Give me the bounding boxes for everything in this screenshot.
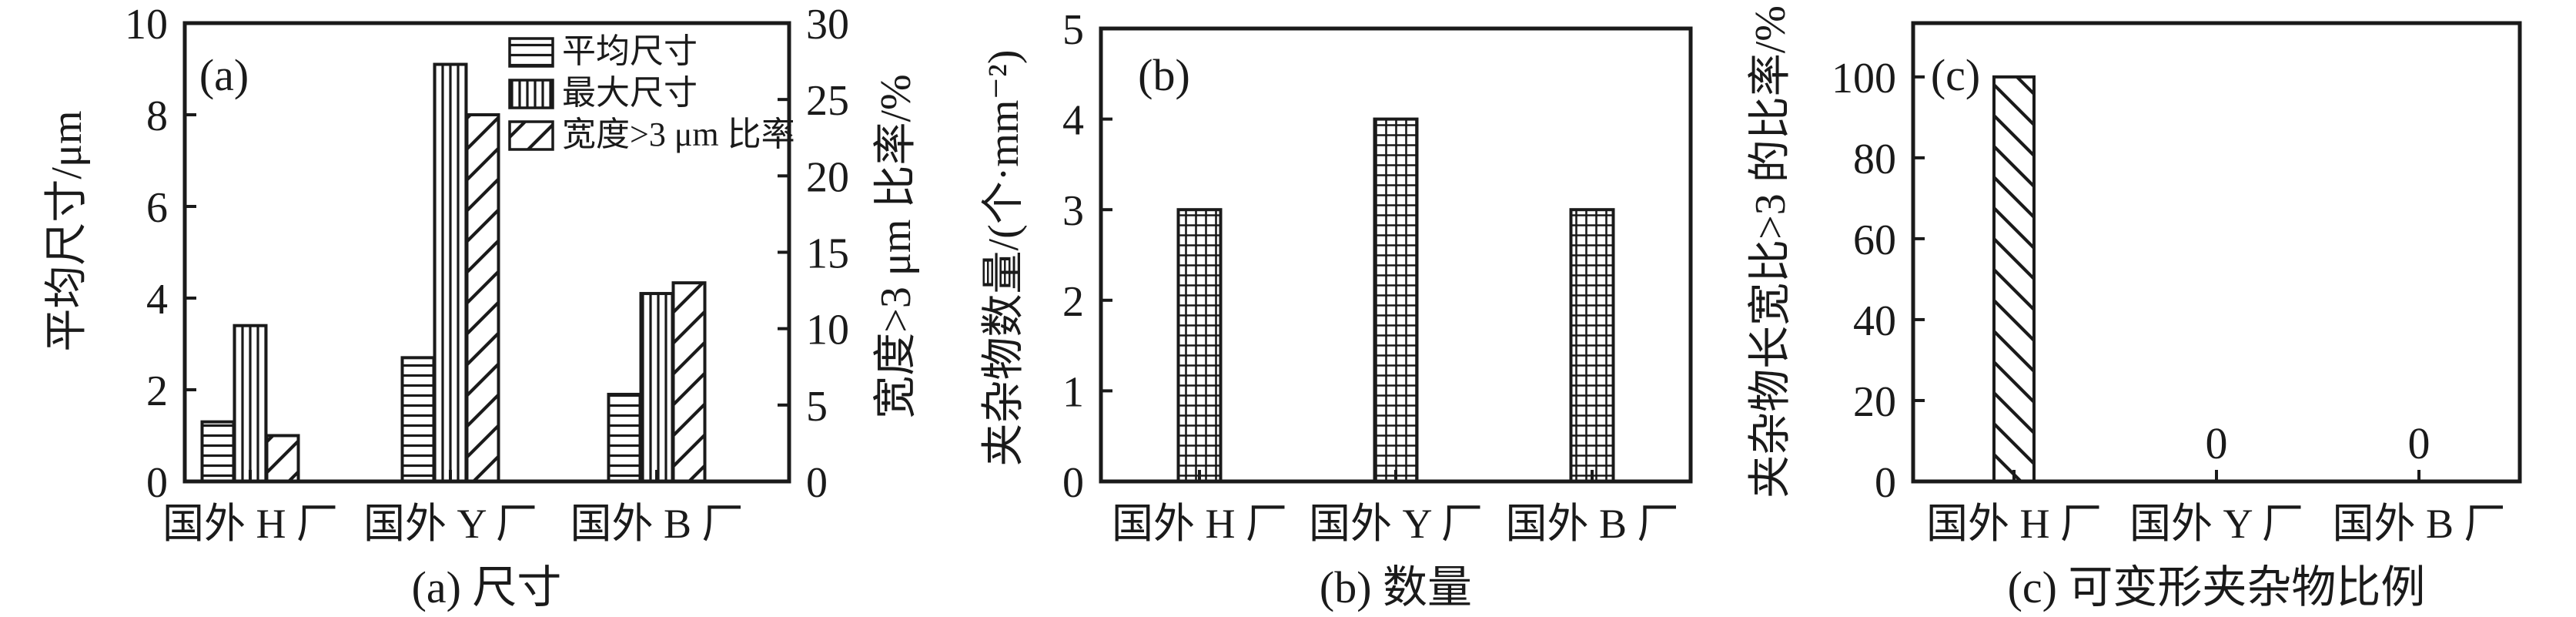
panel-a-legend-label-0: 平均尺寸 xyxy=(562,32,698,70)
panel-c-y-tick-label-left: 20 xyxy=(1853,378,1896,426)
panel-b-bar-series0-cat0 xyxy=(1176,208,1223,483)
panel-b-y-tick-label-left: 0 xyxy=(1062,459,1084,507)
panel-a-y-tick-label-right: 25 xyxy=(806,77,849,125)
panel-a-bar-series1-cat2 xyxy=(639,292,674,483)
panel-a-x-category-label: 国外 H 厂 xyxy=(162,501,338,547)
panel-b-y-tick-label-left: 1 xyxy=(1062,368,1084,416)
panel-c-value-label-cat1: 0 xyxy=(2206,418,2228,468)
panel-c-x-category-label: 国外 B 厂 xyxy=(2332,501,2505,547)
panel-a-x-category-label: 国外 Y 厂 xyxy=(363,501,537,547)
panel-c-y-tick-label-left: 80 xyxy=(1853,136,1896,183)
panel-b-y-tick-label-left: 4 xyxy=(1062,97,1084,145)
panel-a-y-tick-label-left: 4 xyxy=(146,276,168,324)
panel-a-bar-series2-cat2 xyxy=(671,281,707,483)
panel-a-legend-label-1: 最大尺寸 xyxy=(562,74,698,112)
panel-a-x-category-label: 国外 B 厂 xyxy=(570,501,743,547)
panel-a-bar-series2-cat1 xyxy=(465,113,500,483)
panel-a-bar-series0-cat1 xyxy=(400,356,436,483)
caption-panel-a: (a) 尺寸 xyxy=(411,562,562,612)
panel-a-y-tick-label-right: 10 xyxy=(806,307,849,354)
panel-b-left-axis-label: 夹杂物数量/(个·mm⁻²) xyxy=(980,50,1028,467)
panel-a-legend-label-2: 宽度>3 μm 比率 xyxy=(562,116,795,153)
panel-a-y-tick-label-right: 0 xyxy=(806,459,828,507)
panel-c-value-label-cat2: 0 xyxy=(2408,418,2430,468)
panel-a-y-tick-label-left: 10 xyxy=(125,1,168,49)
panel-c-bar-series0-cat0 xyxy=(1992,75,2036,484)
panel-a-legend-swatch-0 xyxy=(508,37,554,68)
panel-b-bar-series0-cat1 xyxy=(1373,117,1419,483)
panel-c-x-category-label: 国外 Y 厂 xyxy=(2129,501,2303,547)
panel-c-y-tick-label-left: 0 xyxy=(1875,459,1896,507)
caption-panel-b: (b) 数量 xyxy=(1319,562,1473,612)
panel-b-y-tick-label-left: 2 xyxy=(1062,278,1084,326)
panel-a-legend-swatch-1 xyxy=(508,79,554,109)
panel-a-legend-swatch-2 xyxy=(508,120,554,151)
panel-a-right-axis-label: 宽度>3 μm 比率/% xyxy=(872,74,920,418)
panel-a-bar-series1-cat0 xyxy=(233,324,268,484)
panel-c-x-category-label: 国外 H 厂 xyxy=(1926,501,2102,547)
panel-a-left-axis-label: 平均尺寸/μm xyxy=(43,110,91,351)
panel-c-y-tick-label-left: 60 xyxy=(1853,216,1896,264)
panel-a-bar-series2-cat0 xyxy=(265,434,300,483)
panel-a-y-tick-label-right: 15 xyxy=(806,230,849,278)
panel-a-y-tick-label-left: 2 xyxy=(146,367,168,415)
panel-a-letter: (a) xyxy=(199,50,249,100)
panel-a-bar-series1-cat1 xyxy=(433,62,468,484)
panel-c-y-tick-label-left: 100 xyxy=(1832,55,1896,102)
panel-c-left-axis-label: 夹杂物长宽比>3 的比率/% xyxy=(1747,5,1795,498)
panel-c-y-tick-label-left: 40 xyxy=(1853,297,1896,345)
panel-a-bar-series0-cat0 xyxy=(200,420,236,484)
caption-panel-c: (c) 可变形夹杂物比例 xyxy=(2007,562,2426,612)
panel-a-y-tick-label-right: 20 xyxy=(806,153,849,201)
panel-b-bar-series0-cat2 xyxy=(1569,208,1615,483)
panel-b-y-tick-label-left: 3 xyxy=(1062,187,1084,235)
panel-b-x-category-label: 国外 H 厂 xyxy=(1112,501,1287,547)
panel-a-y-tick-label-left: 0 xyxy=(146,459,168,507)
panel-b-x-category-label: 国外 Y 厂 xyxy=(1309,501,1483,547)
panel-a-y-tick-label-right: 5 xyxy=(806,383,828,431)
panel-a-y-tick-label-left: 6 xyxy=(146,184,168,232)
panel-c-letter: (c) xyxy=(1931,50,1980,100)
panel-a-bar-series0-cat2 xyxy=(607,392,642,484)
panel-a-y-tick-label-left: 8 xyxy=(146,92,168,140)
panel-b-y-tick-label-left: 5 xyxy=(1062,6,1084,54)
panel-a-y-tick-label-right: 30 xyxy=(806,1,849,49)
panel-b-letter: (b) xyxy=(1138,50,1190,100)
panel-b-x-category-label: 国外 B 厂 xyxy=(1505,501,1678,547)
